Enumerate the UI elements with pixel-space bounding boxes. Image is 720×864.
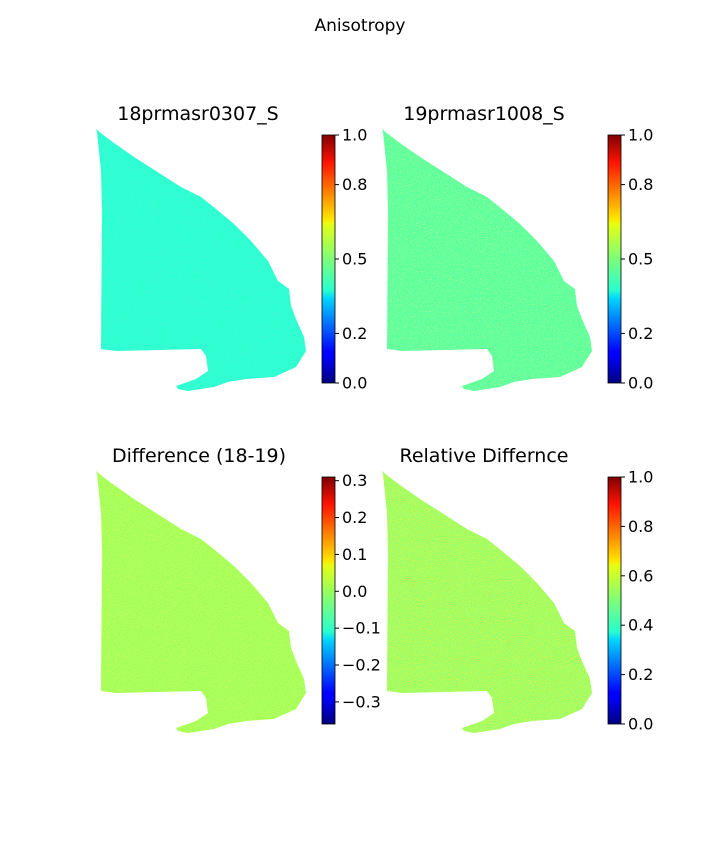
colorbar-tick-label: 1.0: [628, 468, 653, 487]
colorbar: [607, 476, 622, 725]
figure-title: Anisotropy: [315, 16, 406, 36]
colorbar: [607, 134, 622, 384]
colorbar-tick-label: 0.2: [628, 665, 653, 684]
colorbar-tick-label: 0.5: [342, 250, 367, 269]
heatmap-region: [382, 129, 592, 391]
colorbar-tick-label: 0.8: [628, 517, 653, 536]
colorbar-tick-label: 0.3: [342, 471, 367, 490]
panel-title: 19prmasr1008_S: [403, 103, 565, 125]
heatmap-region: [96, 471, 306, 733]
colorbar-tick-label: 0.2: [628, 324, 653, 343]
panel-relative-difference: Relative Differnce 0.0 0.2 0.4 0.6 0.8 1.0: [382, 445, 653, 734]
colorbar-tick-label: 0.8: [342, 175, 367, 194]
colorbar-tick-label: −0.3: [342, 692, 381, 711]
colorbar-tick-label: 0.2: [342, 508, 367, 527]
colorbar-tick-label: −0.1: [342, 619, 381, 638]
panel-title: Difference (18-19): [112, 445, 286, 467]
panel-title: 18prmasr0307_S: [117, 103, 279, 125]
colorbar-tick-label: 1.0: [342, 126, 367, 145]
colorbar: [321, 134, 336, 384]
colorbar: [321, 476, 336, 725]
panel-19prmasr1008-s: 19prmasr1008_S 0.0 0.2 0.5 0.8 1.0: [382, 103, 653, 393]
colorbar-tick-label: 0.1: [342, 545, 367, 564]
colorbar-tick-label: 0.8: [628, 175, 653, 194]
colorbar-tick-label: 0.5: [628, 250, 653, 269]
heatmap-region: [96, 129, 306, 391]
colorbar-tick-label: 0.0: [628, 715, 653, 734]
colorbar-tick-label: −0.2: [342, 656, 381, 675]
colorbar-tick-label: 1.0: [628, 126, 653, 145]
colorbar-tick-label: 0.2: [342, 324, 367, 343]
heatmap-region: [382, 471, 592, 733]
colorbar-tick-label: 0.0: [628, 374, 653, 393]
colorbar-tick-label: 0.0: [342, 582, 367, 601]
colorbar-tick-label: 0.0: [342, 374, 367, 393]
colorbar-tick-label: 0.4: [628, 616, 653, 635]
panel-18prmasr0307-s: 18prmasr0307_S 0.0 0.2 0.5 0.8 1.0: [96, 103, 367, 393]
panel-difference: Difference (18-19) −0.3 −0.2 −0.1 0.0 0.1 0.2 0…: [96, 445, 381, 733]
colorbar-tick-label: 0.6: [628, 566, 653, 585]
panel-title: Relative Differnce: [399, 445, 568, 467]
